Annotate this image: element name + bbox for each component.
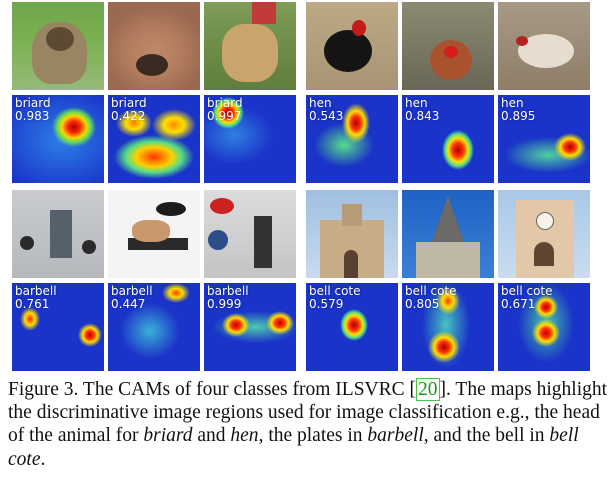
group-barbell: barbell 0.761 barbell 0.447 barbell 0.99… <box>12 190 296 371</box>
caption-emphasis: barbell <box>367 425 424 447</box>
hen-cam-3: hen 0.895 <box>498 95 590 183</box>
barbell-cam-2: barbell 0.447 <box>108 283 200 371</box>
group-hen: hen 0.543 hen 0.843 hen 0.895 <box>306 2 590 183</box>
group-briard: briard 0.983 briard 0.422 briard 0.997 <box>12 2 296 183</box>
cam-label: barbell 0.999 <box>207 284 249 311</box>
bell-cote-cam-2: bell cote 0.805 <box>402 283 494 371</box>
cam-label: hen 0.843 <box>405 96 440 123</box>
briard-photo-3 <box>204 2 296 90</box>
hen-example-1: hen 0.543 <box>306 2 398 183</box>
cam-label: bell cote 0.671 <box>501 284 553 311</box>
hen-photo-2 <box>402 2 494 90</box>
caption-emphasis: hen <box>230 425 259 447</box>
cam-label: hen 0.543 <box>309 96 344 123</box>
barbell-photo-1 <box>12 190 104 278</box>
hen-cam-2: hen 0.843 <box>402 95 494 183</box>
cam-label: barbell 0.447 <box>111 284 153 311</box>
cam-label: briard 0.997 <box>207 96 243 123</box>
barbell-example-3: barbell 0.999 <box>204 190 296 371</box>
barbell-cam-3: barbell 0.999 <box>204 283 296 371</box>
briard-cam-1: briard 0.983 <box>12 95 104 183</box>
caption-text: and <box>192 425 231 447</box>
caption-emphasis: briard <box>143 425 193 447</box>
bell-cote-photo-3 <box>498 190 590 278</box>
briard-example-1: briard 0.983 <box>12 2 104 183</box>
caption-text: , the plates in <box>258 425 368 447</box>
bell-cote-example-3: bell cote 0.671 <box>498 190 590 371</box>
hen-example-2: hen 0.843 <box>402 2 494 183</box>
bell-cote-photo-1 <box>306 190 398 278</box>
hen-cam-1: hen 0.543 <box>306 95 398 183</box>
barbell-example-2: barbell 0.447 <box>108 190 200 371</box>
caption-text: ]. The maps highlight the discriminative… <box>8 379 608 447</box>
briard-photo-1 <box>12 2 104 90</box>
caption-text: Figure 3. The CAMs of four classes from … <box>8 379 417 400</box>
briard-cam-3: briard 0.997 <box>204 95 296 183</box>
cam-label: briard 0.422 <box>111 96 147 123</box>
citation-link[interactable]: 20 <box>416 378 440 401</box>
cam-label: bell cote 0.805 <box>405 284 457 311</box>
hen-photo-3 <box>498 2 590 90</box>
briard-example-2: briard 0.422 <box>108 2 200 183</box>
caption-emphasis: bell cote <box>8 425 579 470</box>
briard-example-3: briard 0.997 <box>204 2 296 183</box>
group-bell-cote: bell cote 0.579 bell cote 0.805 bell cot… <box>306 190 590 371</box>
barbell-cam-1: barbell 0.761 <box>12 283 104 371</box>
barbell-example-1: barbell 0.761 <box>12 190 104 371</box>
bell-cote-example-2: bell cote 0.805 <box>402 190 494 371</box>
cam-label: briard 0.983 <box>15 96 51 123</box>
bell-cote-cam-1: bell cote 0.579 <box>306 283 398 371</box>
bell-cote-cam-3: bell cote 0.671 <box>498 283 590 371</box>
cam-label: hen 0.895 <box>501 96 536 123</box>
caption-text: . <box>40 448 46 470</box>
cam-label: barbell 0.761 <box>15 284 57 311</box>
caption-text: , and the bell in <box>423 425 550 447</box>
briard-photo-2 <box>108 2 200 90</box>
figure-caption: Figure 3. The CAMs of four classes from … <box>8 378 608 471</box>
hen-photo-1 <box>306 2 398 90</box>
bell-cote-photo-2 <box>402 190 494 278</box>
hen-example-3: hen 0.895 <box>498 2 590 183</box>
barbell-photo-2 <box>108 190 200 278</box>
briard-cam-2: briard 0.422 <box>108 95 200 183</box>
barbell-photo-3 <box>204 190 296 278</box>
bell-cote-example-1: bell cote 0.579 <box>306 190 398 371</box>
cam-label: bell cote 0.579 <box>309 284 361 311</box>
